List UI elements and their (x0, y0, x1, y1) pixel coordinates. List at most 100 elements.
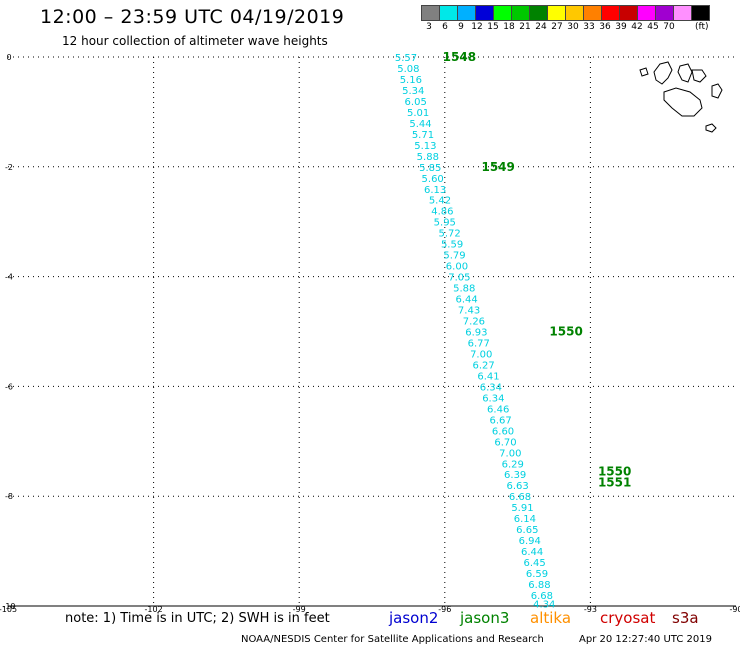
wave-height-value: 6.77 (468, 338, 490, 349)
scale-swatch-15 (691, 5, 710, 21)
wave-height-value: 4.86 (431, 207, 453, 218)
wave-height-value: 5.01 (407, 108, 429, 119)
wave-height-value: 6.65 (516, 525, 538, 536)
wave-height-value: 6.68 (531, 591, 553, 602)
wave-height-value: 5.85 (419, 163, 441, 174)
scale-label-13: 42 (631, 22, 643, 32)
wave-height-value: 5.88 (453, 284, 475, 295)
wave-height-value: 6.34 (482, 393, 504, 404)
scale-label-10: 33 (583, 22, 595, 32)
wave-height-value: 5.79 (443, 251, 465, 262)
lon-tick-label: -96 (438, 605, 451, 614)
wave-height-value: 5.72 (439, 229, 461, 240)
satellite-cryosat: cryosat (600, 609, 656, 627)
scale-label-5: 18 (503, 22, 515, 32)
wave-height-value: 6.29 (502, 459, 524, 470)
lon-tick-label: -90 (729, 605, 740, 614)
wave-height-value: 6.70 (494, 437, 516, 448)
page-title: 12:00 – 23:59 UTC 04/19/2019 (40, 6, 345, 28)
island-outline (653, 61, 673, 85)
wave-height-value: 5.91 (511, 503, 533, 514)
wave-height-value: 5.95 (434, 218, 456, 229)
page-subtitle: 12 hour collection of altimeter wave hei… (62, 34, 328, 48)
lon-tick-label: -102 (145, 605, 163, 614)
wave-height-value: 7.43 (458, 306, 480, 317)
lon-tick-label: -105 (0, 605, 17, 614)
scale-label-7: 24 (535, 22, 547, 32)
scale-label-9: 30 (567, 22, 579, 32)
wave-height-value: 5.60 (422, 174, 444, 185)
wave-height-value: 7.00 (470, 349, 492, 360)
wave-height-value: 5.71 (412, 130, 434, 141)
wave-height-value: 5.57 (395, 53, 417, 64)
wave-height-value: 6.94 (519, 536, 541, 547)
wave-height-value: 4.34 (533, 599, 555, 610)
wave-height-value: 6.93 (465, 328, 487, 339)
lat-tick-label: -4 (5, 273, 13, 282)
scale-label-8: 27 (551, 22, 563, 32)
wave-height-value: 5.59 (441, 240, 463, 251)
wave-height-value: 5.88 (417, 152, 439, 163)
island-outline (677, 63, 693, 83)
wave-height-value: 6.68 (509, 492, 531, 503)
wave-height-value: 6.05 (405, 97, 427, 108)
scale-label-14: 45 (647, 22, 659, 32)
lat-tick-label: -8 (5, 492, 13, 501)
satellite-s3a: s3a (672, 609, 699, 627)
pass-number-label: 1550 (598, 464, 631, 478)
wave-height-value: 6.34 (480, 382, 502, 393)
wave-height-value: 6.39 (504, 470, 526, 481)
wave-height-value: 6.46 (487, 404, 509, 415)
wave-height-value: 6.67 (489, 415, 511, 426)
satellite-altika: altika (530, 609, 572, 627)
lon-tick-label: -93 (584, 605, 597, 614)
pass-number-label: 1548 (443, 50, 476, 64)
credit-line: NOAA/NESDIS Center for Satellite Applica… (241, 634, 544, 645)
island-outline (639, 67, 649, 77)
wave-height-value: 6.63 (506, 481, 528, 492)
wave-height-value: 6.44 (456, 295, 478, 306)
island-outline (705, 123, 717, 133)
scale-label-11: 36 (599, 22, 611, 32)
wave-height-value: 6.13 (424, 185, 446, 196)
island-outline (711, 83, 723, 99)
scale-label-3: 12 (471, 22, 483, 32)
satellite-jason2: jason2 (389, 609, 439, 627)
wave-height-value: 6.45 (523, 558, 545, 569)
scale-label-2: 9 (458, 22, 464, 32)
scale-label-1: 6 (442, 22, 448, 32)
wave-height-value: 5.16 (400, 75, 422, 86)
wave-height-value: 5.42 (429, 196, 451, 207)
wave-height-value: 6.44 (521, 547, 543, 558)
scale-label-15: 70 (663, 22, 675, 32)
lat-tick-label: -6 (5, 382, 13, 391)
wave-height-value: 7.05 (448, 273, 470, 284)
lat-tick-label: 0 (6, 53, 11, 62)
wave-height-value: 6.59 (526, 569, 548, 580)
lat-tick-label: -2 (5, 163, 13, 172)
wave-height-value: 6.00 (446, 262, 468, 273)
color-scale-legend: 3 6 9 12 15 18 21 24 27 30 33 36 39 42 45 70 (421, 5, 710, 32)
color-scale-labels: 3 6 9 12 15 18 21 24 27 30 33 36 39 42 45 70 (421, 22, 709, 32)
wave-height-value: 7.26 (463, 317, 485, 328)
color-scale-swatches (421, 5, 710, 21)
wave-height-value: 5.34 (402, 86, 424, 97)
pass-number-label: 1549 (481, 160, 514, 174)
wave-height-value: 5.08 (397, 64, 419, 75)
scale-label-12: 39 (615, 22, 627, 32)
wave-height-value: 6.14 (514, 514, 536, 525)
satellite-jason3: jason3 (460, 609, 510, 627)
island-outline (691, 69, 707, 83)
scale-label-4: 15 (487, 22, 499, 32)
wave-height-value: 6.88 (528, 580, 550, 591)
color-scale-unit: (ft) (695, 22, 709, 32)
scale-label-0: 3 (426, 22, 432, 32)
scale-label-6: 21 (519, 22, 531, 32)
wave-height-value: 6.41 (477, 371, 499, 382)
lon-tick-label: -99 (293, 605, 306, 614)
wave-height-value: 5.13 (414, 141, 436, 152)
wave-height-value: 6.27 (472, 360, 494, 371)
pass-number-label: 1551 (598, 475, 631, 489)
lat-tick-label: -10 (2, 602, 15, 611)
